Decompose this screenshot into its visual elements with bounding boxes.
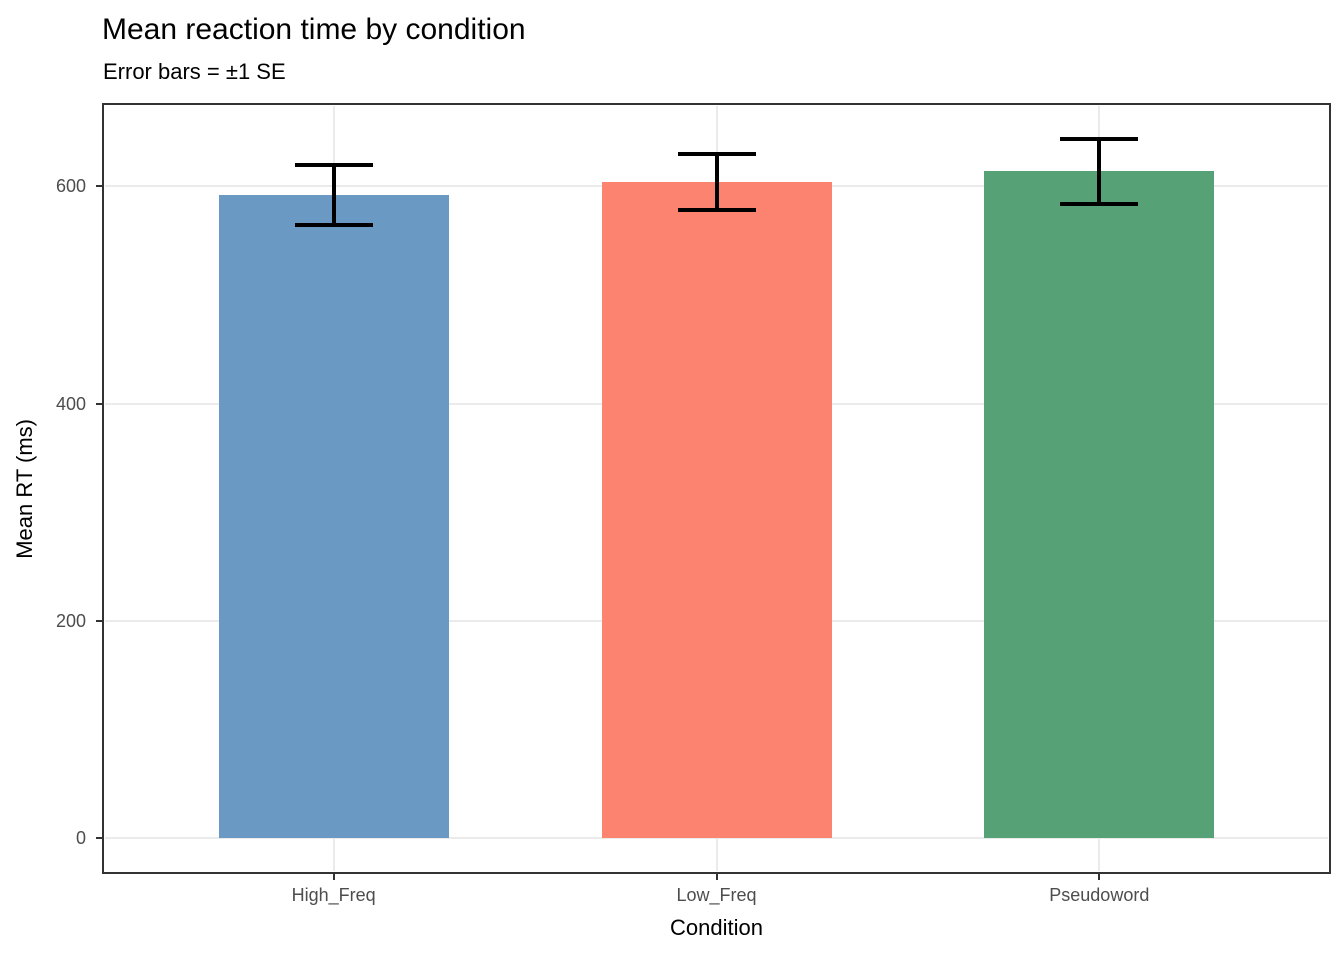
bar-low_freq	[601, 182, 832, 838]
x-tick-mark	[715, 872, 718, 880]
x-tick-label: High_Freq	[291, 885, 376, 905]
error-bar-cap-top	[677, 151, 756, 156]
y-tick-mark	[96, 185, 104, 188]
y-tick-label: 0	[75, 828, 86, 848]
bar-pseudoword	[984, 171, 1215, 838]
x-tick-mark	[1098, 872, 1101, 880]
y-tick-mark	[96, 619, 104, 622]
error-bar-cap-top	[294, 162, 373, 167]
y-tick-mark	[96, 837, 104, 839]
x-axis-title: Condition	[670, 915, 763, 940]
bar-high_freq	[218, 195, 449, 838]
y-axis-title-text: Mean RT (ms)	[12, 418, 37, 559]
error-bar-line	[714, 153, 719, 211]
y-axis-title: Mean RT (ms)	[10, 105, 40, 872]
error-bar-cap-bottom	[294, 223, 373, 228]
error-bar-line	[331, 164, 336, 226]
error-bar-cap-bottom	[1060, 201, 1139, 206]
x-tick-mark	[332, 872, 335, 880]
chart-title: Mean reaction time by condition	[102, 13, 526, 46]
y-tick-label: 400	[55, 393, 86, 414]
y-tick-label: 200	[55, 610, 86, 631]
error-bar-line	[1097, 138, 1102, 204]
y-tick-label: 600	[55, 176, 86, 197]
error-bar-cap-top	[1060, 136, 1139, 141]
x-tick-label: Low_Freq	[676, 885, 757, 905]
chart-subtitle: Error bars = ±1 SE	[103, 59, 286, 84]
y-tick-mark	[96, 402, 104, 405]
x-tick-label: Pseudoword	[1049, 885, 1150, 905]
error-bar-cap-bottom	[677, 208, 756, 213]
